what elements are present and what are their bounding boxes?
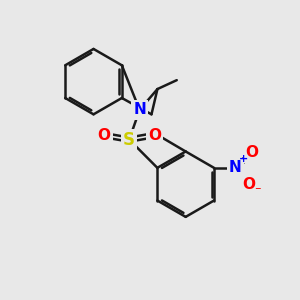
Text: S: S xyxy=(123,130,135,148)
Text: +: + xyxy=(239,154,248,164)
Text: N: N xyxy=(133,102,146,117)
Text: O: O xyxy=(148,128,161,142)
Text: O: O xyxy=(242,177,255,192)
Text: N: N xyxy=(229,160,242,175)
Text: ⁻: ⁻ xyxy=(254,185,261,198)
Text: O: O xyxy=(245,146,258,160)
Text: O: O xyxy=(98,128,110,142)
